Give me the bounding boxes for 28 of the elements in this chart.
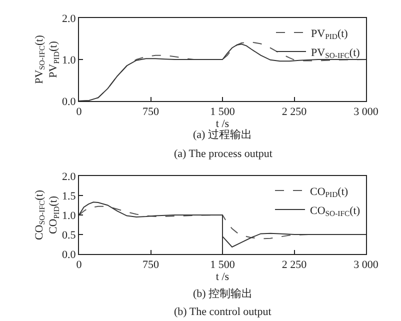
x-tick-label: 750 bbox=[142, 106, 160, 118]
x-tick-label: 750 bbox=[142, 259, 160, 272]
legend-label: CO$_{PID}$(t) bbox=[310, 186, 348, 200]
y-tick-label: 0.0 bbox=[62, 96, 76, 108]
x-tick-label: 0 bbox=[76, 106, 82, 118]
x-tick-label: 1 500 bbox=[210, 106, 236, 118]
text: (a) The process output bbox=[174, 148, 272, 160]
y-tick-label: 1.5 bbox=[62, 190, 76, 202]
text: (b) The control output bbox=[174, 306, 272, 318]
x-axis-title: t /s bbox=[216, 118, 230, 130]
x-axis-title: t /s bbox=[216, 271, 230, 284]
legend-label: PV$_{PID}$(t) bbox=[311, 28, 348, 42]
y-tick-label: 1.0 bbox=[62, 210, 76, 222]
y-tick-label: 0.5 bbox=[62, 229, 76, 242]
x-tick-label: 3 000 bbox=[354, 106, 379, 118]
y-tick-label: 2.0 bbox=[62, 12, 76, 25]
x-tick-label: 1 500 bbox=[210, 259, 236, 272]
text: (b) 控制输出 bbox=[193, 287, 253, 300]
x-tick-label: 2 250 bbox=[282, 106, 308, 118]
y-tick-label: 2.0 bbox=[62, 170, 76, 183]
legend-label: PV$_{SO-IFC}$(t) bbox=[311, 46, 360, 60]
y-tick-label: 1.0 bbox=[62, 54, 76, 66]
x-tick-label: 2 250 bbox=[282, 259, 308, 272]
y-tick-label: 0.0 bbox=[62, 248, 76, 261]
text: (a) 过程输出 bbox=[193, 128, 252, 141]
x-tick-label: 3 000 bbox=[354, 259, 379, 272]
x-tick-label: 0 bbox=[76, 259, 82, 272]
legend-label: CO$_{SO-IFC}$(t) bbox=[310, 204, 360, 218]
